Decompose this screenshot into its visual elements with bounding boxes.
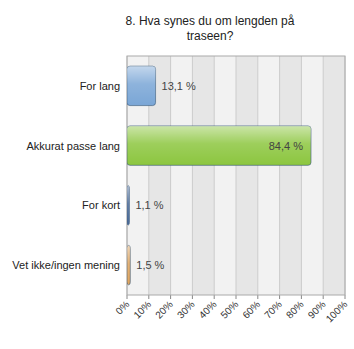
grid-line xyxy=(236,56,237,295)
category-label: Akkurat passe lang xyxy=(26,140,120,152)
bar-gloss xyxy=(127,186,129,225)
tick-mark xyxy=(345,295,346,299)
grid-line xyxy=(301,56,302,295)
grid-line xyxy=(279,56,280,295)
tick-mark xyxy=(279,295,280,299)
tick-mark xyxy=(236,295,237,299)
tick-mark xyxy=(192,295,193,299)
chart-title: 8. Hva synes du om lengden på traseen? xyxy=(115,14,305,44)
tick-mark xyxy=(323,295,324,299)
tick-mark xyxy=(301,295,302,299)
data-label: 1,5 % xyxy=(136,259,164,271)
data-label: 13,1 % xyxy=(162,80,196,92)
data-label: 84,4 % xyxy=(269,140,303,152)
tick-label: 60% xyxy=(240,299,262,321)
category-label: Vet ikke/ingen mening xyxy=(12,259,120,271)
tick-label: 80% xyxy=(284,299,306,321)
tick-mark xyxy=(214,295,215,299)
bar-gloss xyxy=(127,126,311,165)
bar xyxy=(127,126,311,165)
chart-svg: 0%10%20%30%40%50%60%70%80%90%100%13,1 %8… xyxy=(0,0,354,349)
tick-label: 10% xyxy=(131,299,153,321)
grid-line xyxy=(214,56,215,295)
tick-label: 40% xyxy=(197,299,219,321)
bars xyxy=(127,66,311,285)
plot-stripe xyxy=(301,56,323,295)
tick-label: 30% xyxy=(175,299,197,321)
tick-mark xyxy=(170,295,171,299)
plot-frame xyxy=(127,56,345,295)
grid-line xyxy=(323,56,324,295)
tick-label: 100% xyxy=(324,299,350,325)
category-label: For kort xyxy=(82,199,120,211)
data-label: 1,1 % xyxy=(135,199,163,211)
bar-gloss xyxy=(127,245,130,284)
tick-mark xyxy=(127,295,128,299)
bar-gloss xyxy=(127,66,156,105)
grid-line xyxy=(257,56,258,295)
bar xyxy=(127,245,130,284)
category-label: For lang xyxy=(80,80,120,92)
plot-stripe xyxy=(214,56,236,295)
tick-label: 20% xyxy=(153,299,175,321)
tick-label: 0% xyxy=(113,299,131,317)
plot-stripe xyxy=(258,56,280,295)
tick-label: 50% xyxy=(218,299,240,321)
tick-label: 70% xyxy=(262,299,284,321)
bar xyxy=(127,66,156,105)
plot-background xyxy=(127,56,345,295)
bar xyxy=(127,186,129,225)
tick-mark xyxy=(148,295,149,299)
tick-mark xyxy=(257,295,258,299)
labels: 13,1 % 84,4 % 1,1 % 1,5 % xyxy=(135,80,303,271)
